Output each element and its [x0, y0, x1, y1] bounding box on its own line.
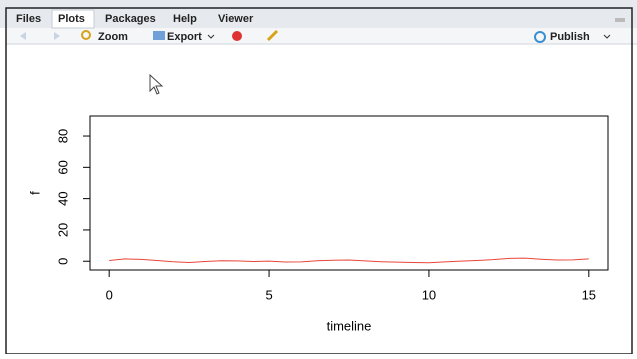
x-tick-label: 5 — [265, 287, 272, 302]
y-axis-label: f — [27, 191, 42, 195]
zoom-button[interactable]: Zoom — [98, 31, 128, 43]
y-tick-label: 0 — [55, 258, 70, 265]
y-tick-label: 20 — [55, 223, 70, 237]
tab[interactable]: Plots — [58, 13, 85, 25]
export-button[interactable]: Export — [167, 31, 202, 43]
y-tick-label: 40 — [55, 191, 70, 205]
tab[interactable]: Files — [16, 13, 41, 25]
x-tick-label: 0 — [106, 287, 113, 302]
clear-button[interactable] — [232, 31, 242, 41]
tab[interactable]: Packages — [105, 13, 156, 25]
x-tick-label: 10 — [422, 287, 436, 302]
x-tick-label: 15 — [582, 287, 596, 302]
export-icon — [153, 31, 165, 40]
tab-bar — [0, 0, 637, 28]
background — [0, 0, 637, 354]
tab[interactable]: Viewer — [218, 13, 254, 25]
y-tick-label: 80 — [55, 129, 70, 143]
tab[interactable]: Help — [173, 13, 197, 25]
rstudio-plots-pane: Files Plots Packages Help Viewer Zoom Export… — [0, 0, 637, 354]
publish-button[interactable]: Publish — [550, 31, 590, 43]
y-tick-label: 60 — [55, 160, 70, 174]
x-axis-label: timeline — [327, 318, 372, 333]
minimize-icon[interactable] — [615, 18, 625, 22]
